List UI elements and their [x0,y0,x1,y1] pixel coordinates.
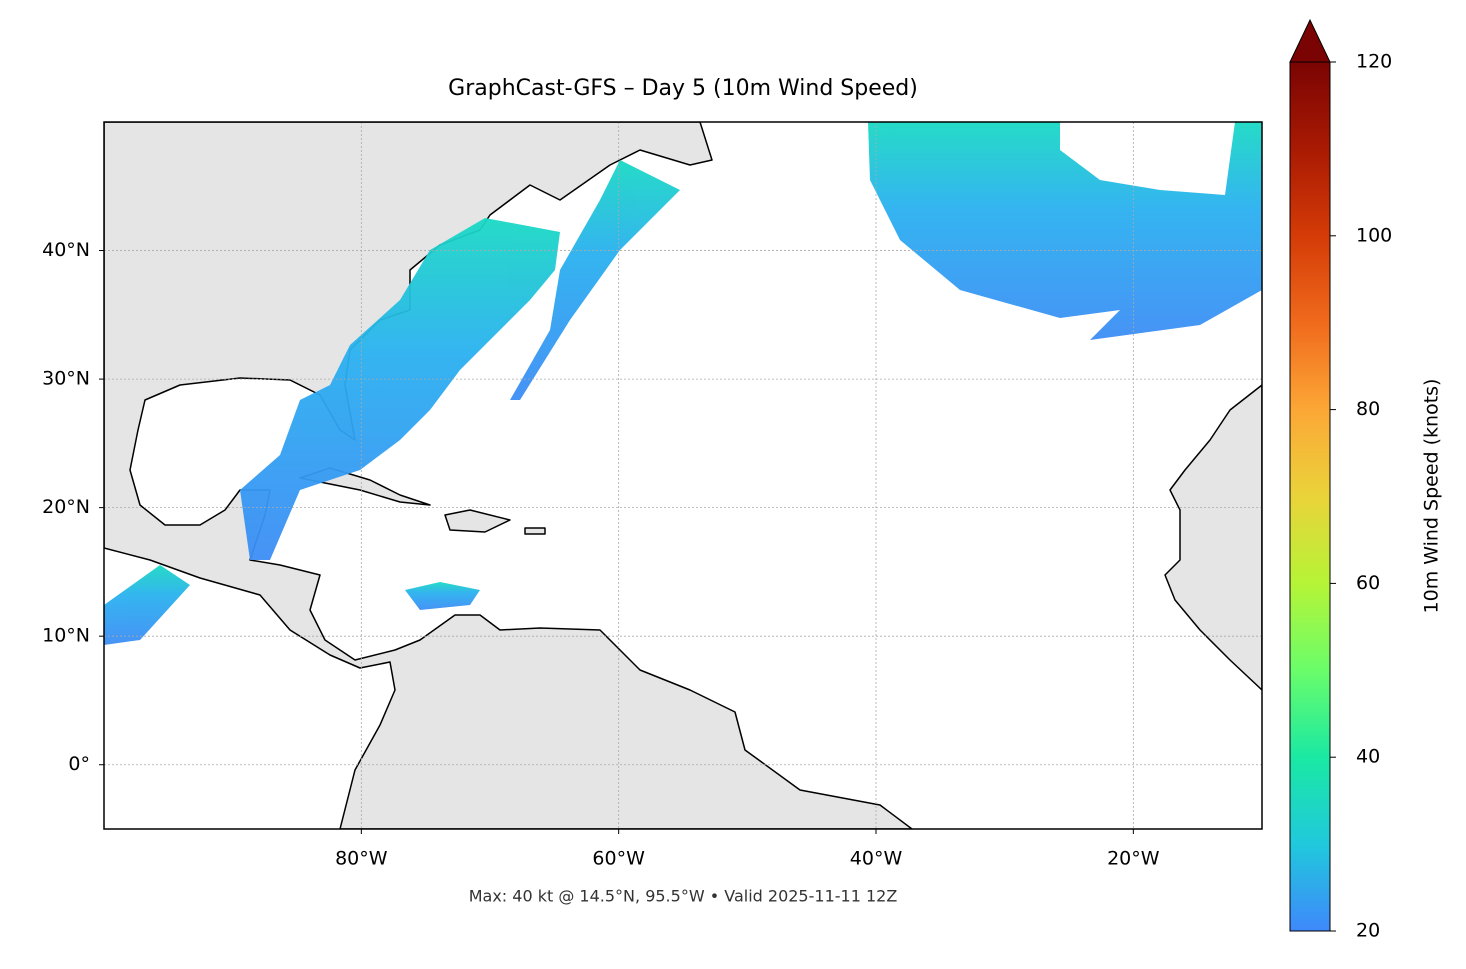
colorbar-tick-label: 120 [1356,51,1392,73]
lat-tick-label: 40°N [42,239,90,261]
colorbar-label: 10m Wind Speed (knots) [1421,379,1443,614]
colorbar-tick-label: 100 [1356,224,1392,246]
puerto-rico [524,527,546,535]
lon-tick-label: 80°W [335,848,388,870]
lat-tick-label: 10°N [42,625,90,647]
hispaniola [444,509,511,533]
wind-ring [868,122,1262,340]
footer: Max: 40 kt @ 14.5°N, 95.5°W • Valid 2025… [469,887,898,906]
colorbar-tick-label: 40 [1356,746,1380,768]
wind-band [510,160,680,400]
map-frame [103,121,1263,830]
colorbar-tick-label: 60 [1356,572,1380,594]
africa [1164,384,1262,691]
colorbar [1289,61,1331,932]
lat-tick-label: 20°N [42,496,90,518]
wind-pacific [104,565,190,645]
colorbar-extend [1289,18,1331,63]
lon-tick-label: 20°W [1107,848,1160,870]
wind-caribbean [405,582,480,610]
wind-gulf-stream [240,218,560,560]
colorbar-tick-label: 80 [1356,398,1380,420]
lat-tick-label: 30°N [42,368,90,390]
colorbar-tick-label: 20 [1356,920,1380,942]
lon-tick-label: 60°W [592,848,645,870]
lon-tick-label: 40°W [850,848,903,870]
title: GraphCast-GFS – Day 5 (10m Wind Speed) [448,76,918,101]
map [104,122,1262,829]
lat-tick-label: 0° [68,753,90,775]
